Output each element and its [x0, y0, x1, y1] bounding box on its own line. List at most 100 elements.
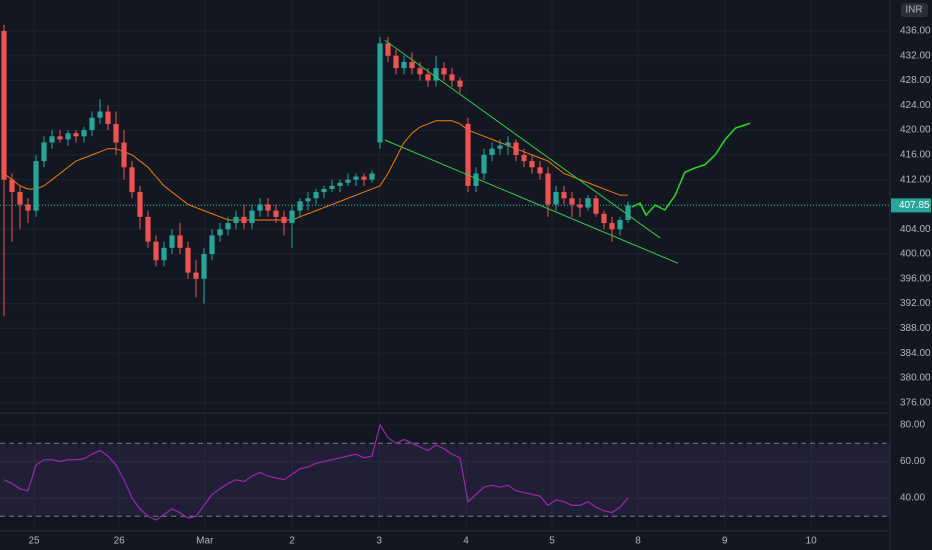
candle-body: [601, 213, 607, 224]
candle-body: [249, 210, 255, 224]
y-tick-label: 388.00: [900, 323, 931, 334]
y-tick-label: 400.00: [900, 249, 931, 260]
candle-body: [433, 68, 439, 81]
candle-body: [97, 111, 103, 118]
candle-body: [33, 161, 39, 211]
candle-body: [273, 210, 279, 217]
x-tick-label: 5: [549, 536, 555, 547]
candle-body: [369, 173, 375, 180]
y-tick-label: 416.00: [900, 150, 931, 161]
candle-body: [353, 176, 359, 180]
candle-body: [545, 173, 551, 205]
candle-body: [57, 136, 63, 140]
candle-body: [553, 192, 559, 205]
candle-body: [465, 123, 471, 186]
x-tick-label: 26: [114, 536, 126, 547]
candle-body: [17, 192, 23, 205]
candle-body: [145, 216, 151, 242]
candle-body: [65, 133, 71, 140]
candle-body: [41, 142, 47, 162]
y-tick-label: 432.00: [900, 50, 931, 61]
candle-body: [313, 192, 319, 199]
candle-body: [233, 216, 239, 224]
candle-body: [329, 185, 335, 189]
candle-body: [481, 154, 487, 174]
candle-body: [537, 167, 543, 174]
rsi-tick-label: 40.00: [900, 493, 925, 504]
candle-body: [609, 223, 615, 230]
candle-body: [121, 142, 127, 168]
x-tick-label: 8: [635, 536, 641, 547]
candle-body: [593, 198, 599, 214]
candle-body: [297, 201, 303, 211]
candle-body: [401, 61, 407, 69]
candle-body: [113, 123, 119, 143]
y-tick-label: 428.00: [900, 75, 931, 86]
candle-body: [457, 80, 463, 87]
x-tick-label: 3: [376, 536, 382, 547]
candle-body: [561, 192, 567, 199]
rsi-line: [3, 423, 629, 521]
candle-body: [441, 68, 447, 75]
candle-body: [169, 235, 175, 248]
candle-body: [417, 68, 423, 75]
candle-body: [161, 247, 167, 261]
candle-body: [217, 229, 223, 236]
candle-body: [9, 179, 15, 193]
candle-body: [225, 223, 231, 230]
projection-path: [631, 122, 751, 217]
x-tick-label: 25: [28, 536, 40, 547]
x-tick-label: 4: [463, 536, 469, 547]
rsi-band: [0, 443, 890, 517]
candle-body: [513, 142, 519, 155]
candle-body: [409, 61, 415, 69]
candle-body: [129, 167, 135, 193]
candle-body: [321, 188, 327, 193]
x-tick-label: 9: [722, 536, 728, 547]
x-tick-label: Mar: [196, 536, 214, 547]
candle-body: [305, 198, 311, 202]
candle-body: [569, 198, 575, 205]
candle-body: [201, 254, 207, 279]
candle-body: [281, 216, 287, 224]
candle-body: [185, 247, 191, 273]
candle-body: [49, 136, 55, 143]
candle-body: [241, 216, 247, 224]
candle-body: [377, 43, 383, 143]
candle-body: [265, 204, 271, 211]
candle-body: [89, 117, 95, 131]
candle-body: [425, 74, 431, 81]
y-tick-label: 424.00: [900, 100, 931, 111]
currency-badge: [901, 3, 928, 17]
y-tick-label: 412.00: [900, 174, 931, 185]
y-tick-label: 384.00: [900, 348, 931, 359]
x-tick-label: 2: [289, 536, 295, 547]
candle-body: [497, 145, 503, 149]
candle-body: [153, 241, 159, 261]
candle-body: [473, 173, 479, 186]
y-tick-label: 404.00: [900, 224, 931, 235]
candle-body: [73, 133, 79, 137]
candle-body: [625, 205, 631, 220]
candle-body: [25, 204, 31, 211]
currency: INR: [905, 5, 922, 16]
candle-body: [177, 235, 183, 248]
candle-body: [361, 176, 367, 180]
y-tick-label: 380.00: [900, 373, 931, 384]
candle-body: [257, 204, 263, 211]
candle-body: [289, 210, 295, 224]
candle-body: [449, 74, 455, 81]
trendline: [384, 39, 661, 239]
last-price-tag: [891, 198, 931, 213]
y-tick-label: 420.00: [900, 125, 931, 136]
y-tick-label: 436.00: [900, 26, 931, 37]
x-tick-label: 10: [806, 536, 818, 547]
rsi-tick-label: 80.00: [900, 420, 925, 431]
y-tick-label: 396.00: [900, 273, 931, 284]
candle-body: [209, 235, 215, 255]
last-price-label: 407.85: [899, 200, 930, 211]
candle-body: [385, 43, 391, 56]
candle-body: [393, 55, 399, 69]
rsi-tick-label: 60.00: [900, 456, 925, 467]
